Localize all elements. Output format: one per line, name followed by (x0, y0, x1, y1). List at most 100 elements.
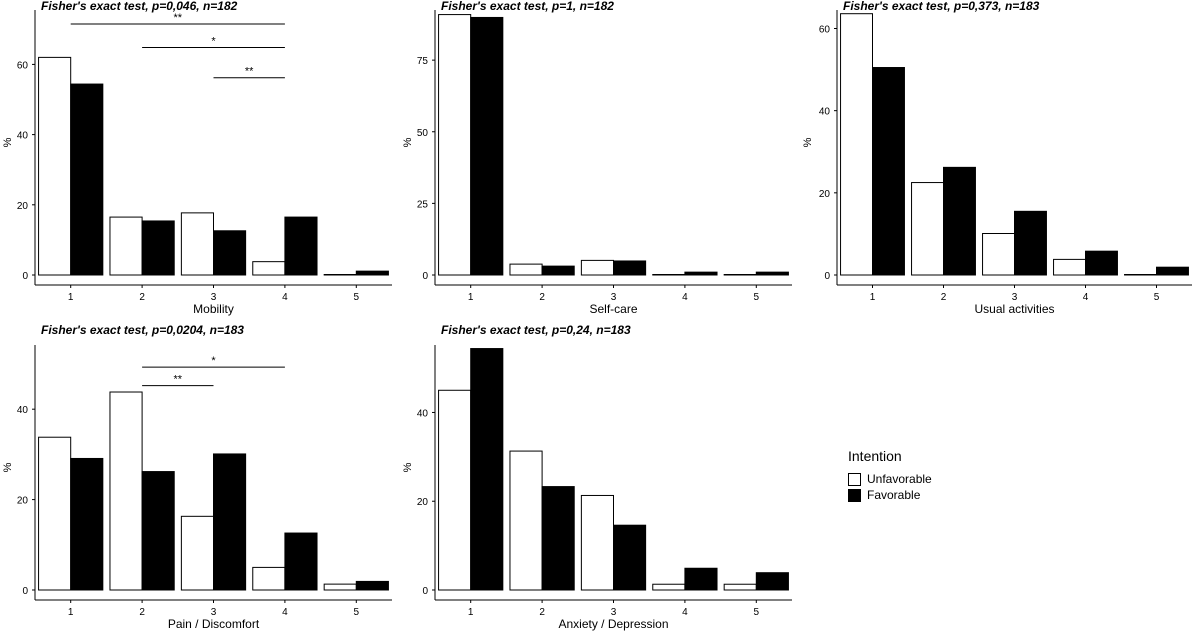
y-tick-label: 0 (22, 271, 28, 282)
bar-unfavorable-5 (323, 583, 357, 591)
x-tick-label: 3 (1012, 292, 1018, 303)
bar-favorable-3 (613, 524, 647, 591)
x-tick-label: 4 (282, 292, 288, 303)
bar-unfavorable-1 (38, 436, 72, 591)
x-tick-label: 1 (68, 607, 74, 618)
y-tick-label: 20 (17, 496, 29, 507)
bar-unfavorable-5 (323, 274, 357, 276)
bar-unfavorable-3 (580, 259, 614, 276)
x-tick-label: 5 (1154, 292, 1160, 303)
x-tick-label: 3 (611, 292, 617, 303)
y-axis-label: % (802, 137, 814, 147)
bar-unfavorable-2 (509, 263, 543, 276)
x-axis-label: Usual activities (974, 302, 1054, 316)
chart-title: Fisher's exact test, p=0,24, n=183 (441, 323, 631, 337)
x-tick-label: 2 (941, 292, 947, 303)
legend-label-favorable: Favorable (867, 488, 921, 502)
significance-label: ** (174, 12, 183, 24)
bar-unfavorable-5 (723, 583, 757, 591)
bar-favorable-1 (70, 83, 104, 276)
bar-unfavorable-3 (180, 212, 214, 276)
x-tick-label: 5 (354, 292, 360, 303)
panel-usual: Fisher's exact test, p=0,373, n=183 0 20 40… (802, 0, 1192, 316)
y-tick-label: 40 (17, 405, 29, 416)
x-tick-label: 1 (870, 292, 876, 303)
x-tick-label: 2 (139, 607, 145, 618)
legend-key-unfavorable (848, 472, 861, 486)
x-tick-label: 2 (539, 607, 545, 618)
bar-unfavorable-2 (509, 450, 543, 591)
y-tick-label: 60 (17, 60, 29, 71)
y-tick-label: 25 (417, 199, 429, 210)
bar-favorable-5 (755, 271, 789, 276)
bar-favorable-1 (70, 457, 104, 591)
y-tick-label: 0 (422, 271, 428, 282)
y-tick-label: 50 (417, 128, 429, 139)
y-axis-label: % (2, 462, 14, 472)
bar-favorable-4 (284, 216, 318, 276)
x-tick-label: 3 (211, 607, 217, 618)
bar-favorable-5 (755, 572, 789, 591)
bar-favorable-2 (541, 486, 575, 591)
x-tick-label: 4 (1083, 292, 1089, 303)
bar-favorable-5 (355, 580, 389, 591)
legend-entry-favorable: Favorable (848, 487, 932, 503)
bar-favorable-4 (1085, 250, 1118, 276)
x-tick-label: 4 (282, 607, 288, 618)
bar-favorable-1 (470, 348, 504, 591)
y-axis-label: % (402, 137, 414, 147)
x-tick-label: 5 (754, 292, 760, 303)
y-axis-label: % (402, 462, 414, 472)
bar-unfavorable-3 (180, 515, 214, 591)
x-tick-label: 3 (611, 607, 617, 618)
bar-favorable-1 (872, 67, 905, 276)
y-tick-label: 0 (422, 586, 428, 597)
significance-label: * (211, 355, 216, 367)
legend-label-unfavorable: Unfavorable (867, 472, 932, 486)
y-tick-label: 40 (417, 408, 429, 419)
y-tick-label: 20 (17, 201, 29, 212)
bar-unfavorable-5 (723, 274, 757, 276)
x-tick-label: 5 (754, 607, 760, 618)
x-tick-label: 3 (211, 292, 217, 303)
x-tick-label: 2 (139, 292, 145, 303)
bar-unfavorable-2 (109, 391, 143, 591)
bar-favorable-5 (1156, 266, 1189, 276)
chart-title: Fisher's exact test, p=1, n=182 (441, 0, 614, 13)
x-axis-label: Anxiety / Depression (558, 617, 668, 631)
panel-mobility: Fisher's exact test, p=0,046, n=182 0 20 40… (2, 0, 392, 316)
legend: Intention Unfavorable Favorable (848, 448, 932, 503)
y-tick-label: 40 (17, 131, 29, 142)
bar-unfavorable-2 (911, 182, 944, 276)
y-tick-label: 75 (417, 56, 429, 67)
chart-title: Fisher's exact test, p=0,373, n=183 (843, 0, 1040, 13)
x-axis-label: Pain / Discomfort (168, 617, 260, 631)
bar-unfavorable-4 (1053, 258, 1087, 276)
bar-favorable-3 (213, 230, 247, 276)
x-axis-label: Mobility (193, 302, 234, 316)
bar-unfavorable-1 (840, 13, 873, 276)
bar-unfavorable-2 (109, 216, 143, 276)
bar-favorable-4 (684, 271, 718, 276)
x-tick-label: 4 (682, 607, 688, 618)
bar-favorable-4 (684, 567, 718, 591)
y-tick-label: 20 (417, 497, 429, 508)
bar-unfavorable-3 (982, 233, 1015, 276)
x-tick-label: 4 (682, 292, 688, 303)
legend-title: Intention (848, 448, 902, 464)
bar-favorable-2 (541, 265, 575, 276)
bar-unfavorable-4 (652, 274, 686, 276)
bar-unfavorable-1 (438, 14, 472, 276)
bar-unfavorable-5 (1124, 274, 1158, 276)
bar-unfavorable-4 (652, 583, 686, 591)
y-tick-label: 60 (819, 24, 831, 35)
bar-favorable-5 (355, 270, 389, 276)
bar-unfavorable-1 (38, 56, 72, 276)
significance-label: * (211, 36, 216, 48)
chart-title: Fisher's exact test, p=0,0204, n=183 (41, 323, 244, 337)
y-axis-label: % (2, 137, 14, 147)
bar-favorable-2 (943, 166, 976, 276)
x-axis-label: Self-care (589, 302, 637, 316)
significance-label: ** (174, 374, 183, 386)
